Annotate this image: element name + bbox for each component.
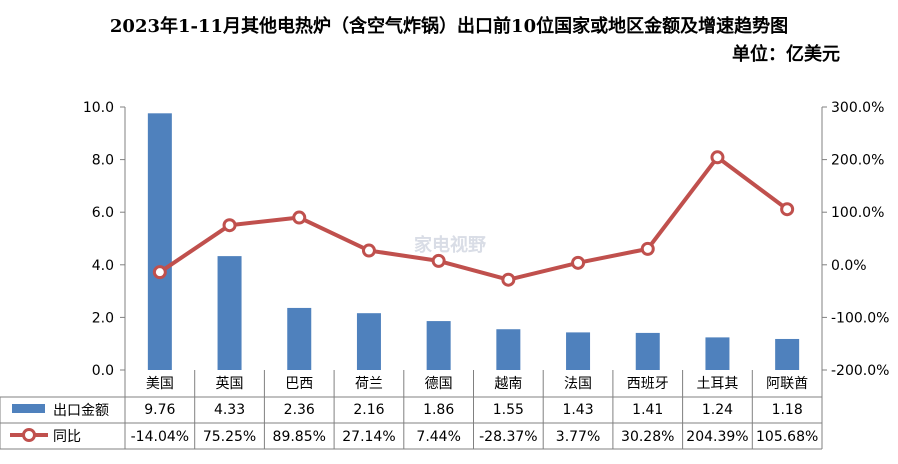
growth-point-阿联酋 xyxy=(780,202,795,217)
export-value-cell: 1.24 xyxy=(702,402,733,418)
bar-英国 xyxy=(217,256,242,370)
export-value-cell: 1.41 xyxy=(632,402,663,418)
y-right-tick-label: -100.0% xyxy=(831,310,889,326)
export-value-cell: 4.33 xyxy=(214,402,245,418)
y-left-tick-label: 10.0 xyxy=(83,100,114,116)
category-label: 荷兰 xyxy=(355,376,383,392)
growth-value-cell: 27.14% xyxy=(342,429,395,445)
growth-value-cell: -28.37% xyxy=(479,429,537,445)
legend-key-bar xyxy=(12,404,45,413)
y-right-tick-label: 0.0% xyxy=(831,258,867,274)
y-left-tick-label: 4.0 xyxy=(92,258,114,274)
growth-point-英国 xyxy=(222,218,237,233)
bar-巴西 xyxy=(287,307,312,370)
category-label: 德国 xyxy=(425,376,453,392)
y-left-tick-label: 2.0 xyxy=(92,310,114,326)
unit-label: 单位：亿美元 xyxy=(732,44,840,65)
growth-value-cell: 30.28% xyxy=(621,429,674,445)
bar-荷兰 xyxy=(356,313,381,370)
bar-德国 xyxy=(426,321,451,370)
bar-越南 xyxy=(496,329,521,370)
category-label: 越南 xyxy=(494,376,522,392)
category-label: 巴西 xyxy=(285,376,313,392)
growth-point-荷兰 xyxy=(361,243,376,258)
bar-阿联酋 xyxy=(775,338,800,370)
export-value-cell: 1.18 xyxy=(772,402,803,418)
chart-title: 2023年1-11月其他电热炉（含空气炸锅）出口前10位国家或地区金额及增速趋势… xyxy=(109,16,789,37)
growth-point-土耳其 xyxy=(710,150,725,165)
growth-value-cell: 7.44% xyxy=(416,429,460,445)
growth-value-cell: 75.25% xyxy=(203,429,256,445)
growth-value-cell: 89.85% xyxy=(273,429,326,445)
growth-value-cell: 3.77% xyxy=(556,429,600,445)
growth-line xyxy=(158,155,789,282)
y-right-tick-label: 300.0% xyxy=(831,100,884,116)
growth-point-西班牙 xyxy=(640,241,655,256)
category-label: 西班牙 xyxy=(627,376,669,392)
growth-value-cell: 105.68% xyxy=(756,429,818,445)
bar-美国 xyxy=(147,113,172,370)
category-label: 阿联酋 xyxy=(766,375,808,392)
watermark-text: 家电视野 xyxy=(414,234,486,256)
export-value-cell: 9.76 xyxy=(144,402,175,418)
category-label: 美国 xyxy=(146,376,174,392)
export-value-cell: 2.16 xyxy=(353,402,384,418)
growth-point-美国 xyxy=(152,265,167,280)
legend-label-export: 出口金额 xyxy=(53,403,109,419)
growth-point-法国 xyxy=(571,255,586,270)
export-value-cell: 2.36 xyxy=(284,402,315,418)
growth-point-德国 xyxy=(431,253,446,268)
bar-法国 xyxy=(566,332,591,370)
y-right-tick-label: 200.0% xyxy=(831,153,884,169)
category-label: 英国 xyxy=(216,375,244,392)
y-right-tick-label: 100.0% xyxy=(831,205,884,221)
category-label: 土耳其 xyxy=(696,376,738,392)
y-left-tick-label: 0.0 xyxy=(92,363,114,379)
y-right-tick-label: -200.0% xyxy=(831,363,889,379)
growth-point-巴西 xyxy=(292,210,307,225)
bar-土耳其 xyxy=(705,337,730,370)
export-value-cell: 1.55 xyxy=(493,402,524,418)
category-label: 法国 xyxy=(564,376,592,392)
export-value-cell: 1.43 xyxy=(562,402,593,418)
y-left-tick-label: 6.0 xyxy=(92,205,114,221)
bar-西班牙 xyxy=(635,332,660,370)
growth-value-cell: 204.39% xyxy=(686,429,748,445)
legend-key-marker xyxy=(22,428,36,442)
legend-label-growth: 同比 xyxy=(53,429,81,445)
export-value-cell: 1.86 xyxy=(423,402,454,418)
growth-point-越南 xyxy=(501,272,516,287)
y-left-tick-label: 8.0 xyxy=(92,153,114,169)
growth-value-cell: -14.04% xyxy=(131,429,189,445)
